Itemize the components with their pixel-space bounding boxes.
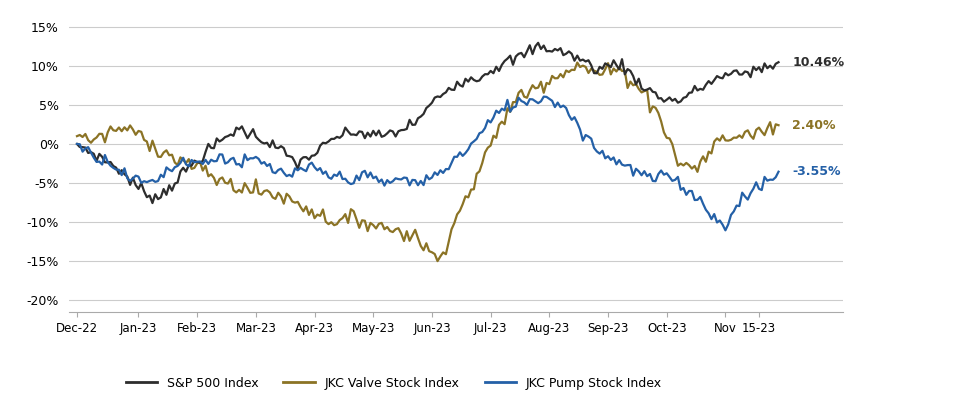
Text: 2.40%: 2.40%: [793, 119, 836, 132]
Text: 10.46%: 10.46%: [793, 56, 845, 69]
Text: -3.55%: -3.55%: [793, 165, 841, 178]
Legend: S&P 500 Index, JKC Valve Stock Index, JKC Pump Stock Index: S&P 500 Index, JKC Valve Stock Index, JK…: [121, 372, 667, 395]
